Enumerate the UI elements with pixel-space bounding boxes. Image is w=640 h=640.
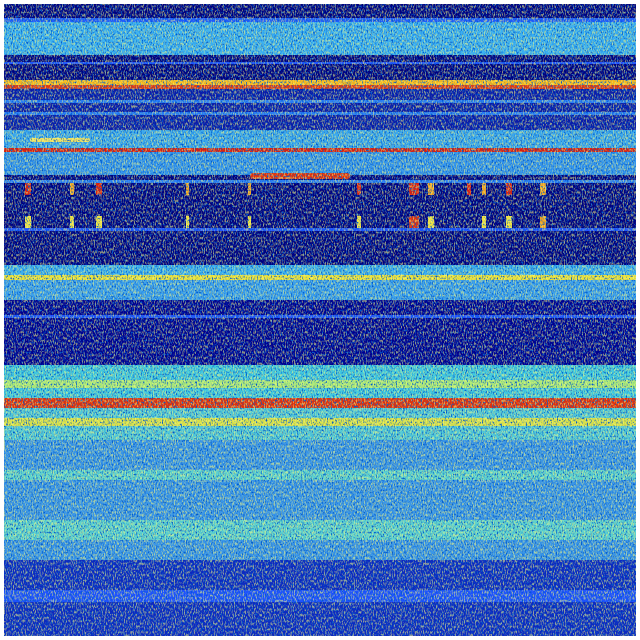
noise-light <box>4 4 636 636</box>
